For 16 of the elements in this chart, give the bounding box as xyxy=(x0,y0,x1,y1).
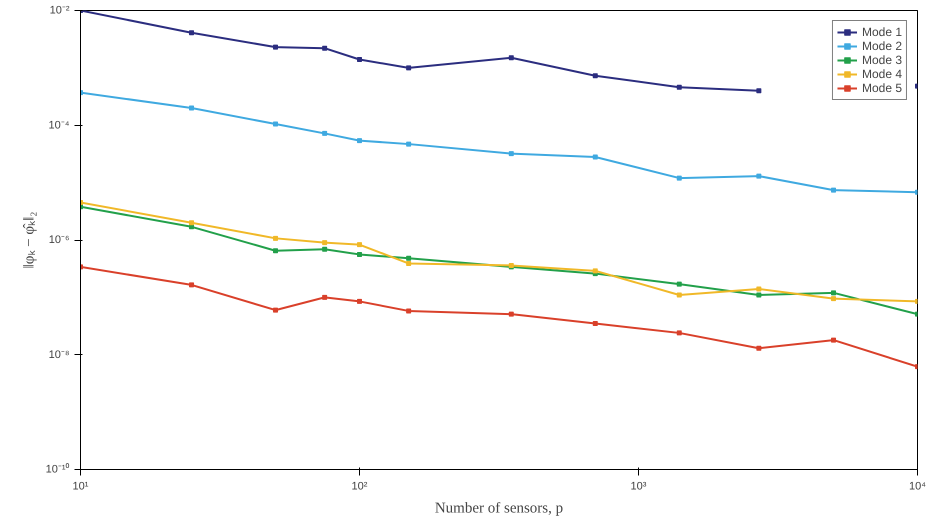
y-tick-label: 10⁻¹⁰ xyxy=(46,462,70,476)
y-axis-title: ‖φₖ − φ̂ₖ‖₂ xyxy=(22,212,38,268)
y-tick-label: 10⁻⁸ xyxy=(48,348,70,361)
y-tick-label: 10⁻⁴ xyxy=(48,119,70,132)
y-tick-label: 10⁻⁶ xyxy=(48,234,70,246)
legend-label: Mode 5 xyxy=(862,81,902,95)
legend-label: Mode 3 xyxy=(862,53,902,67)
x-tick-label: 10⁴ xyxy=(909,480,926,492)
x-axis-title: Number of sensors, p xyxy=(434,500,564,516)
y-tick-label: 10⁻² xyxy=(50,4,70,16)
x-tick-label: 10³ xyxy=(630,480,647,492)
x-tick-label: 10² xyxy=(352,480,368,492)
legend-label: Mode 4 xyxy=(862,67,902,81)
legend-label: Mode 1 xyxy=(862,25,902,39)
x-tick-label: 10¹ xyxy=(72,480,89,492)
legend-label: Mode 2 xyxy=(862,39,902,53)
